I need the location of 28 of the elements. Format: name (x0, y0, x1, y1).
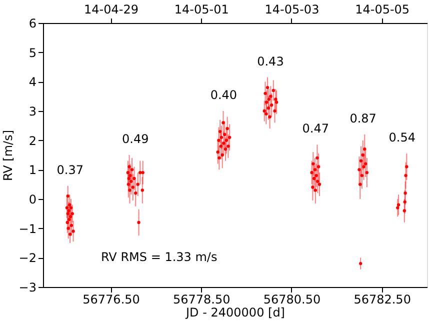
y-tick-label: −3 (18, 280, 36, 294)
y-axis-title: RV [m/s] (0, 130, 15, 182)
annotation: 0.87 (350, 111, 376, 126)
x2-tick-label: 14-05-05 (355, 2, 410, 16)
x-tick-label: 56778.50 (172, 292, 230, 306)
x-tick-label: 56780.50 (263, 292, 321, 306)
x2-tick-label: 14-05-01 (174, 2, 229, 16)
y-tick-label: 2 (28, 134, 36, 148)
y-tick-label: −2 (18, 251, 36, 266)
y-tick-label: 1 (28, 163, 36, 178)
annotation: 0.49 (122, 132, 149, 146)
y-tick-label: 5 (28, 46, 36, 60)
y-tick-label: 6 (28, 16, 36, 30)
annotation: 0.43 (257, 54, 284, 68)
y-tick-label: −1 (18, 222, 36, 236)
annotation: RV RMS = 1.33 m/s (101, 250, 218, 264)
x2-tick-label: 14-05-03 (264, 2, 320, 16)
annotation: 0.40 (210, 88, 238, 102)
x-tick-label: 56782.50 (354, 292, 411, 306)
annotation: 0.37 (56, 162, 84, 177)
x-axis-title: JD - 2400000 [d] (185, 306, 285, 320)
annotation: 0.47 (302, 122, 329, 136)
x-tick-label: 56776.50 (82, 292, 140, 306)
y-tick-label: 0 (28, 192, 36, 206)
y-tick-label: 3 (28, 104, 36, 118)
annotation: 0.54 (388, 130, 416, 145)
x2-tick-label: 14-04-29 (84, 2, 138, 16)
y-tick-label: 4 (28, 75, 36, 90)
